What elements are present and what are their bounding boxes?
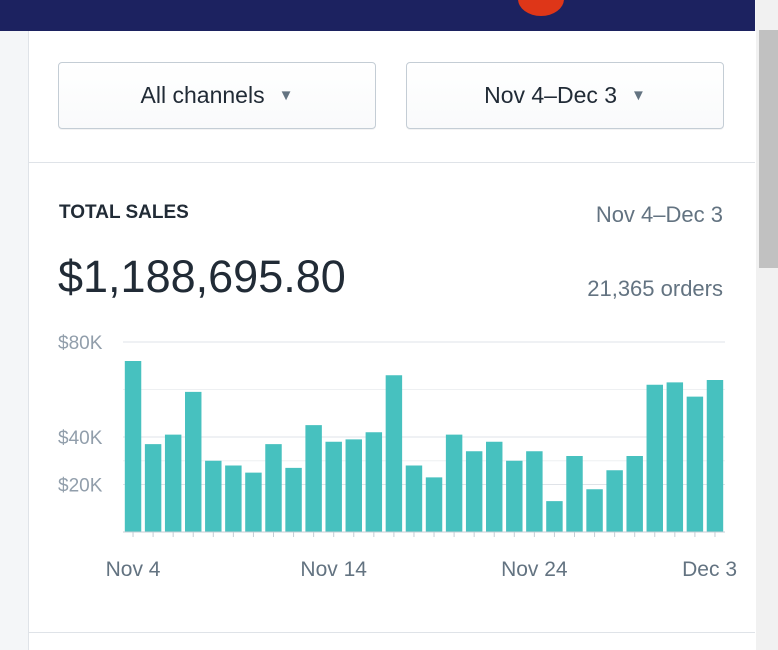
chart-bar xyxy=(365,432,383,532)
chart-bar xyxy=(425,477,443,532)
chart-bar xyxy=(706,380,724,532)
total-sales-range: Nov 4–Dec 3 xyxy=(595,202,723,227)
y-tick-label: $80K xyxy=(58,333,103,354)
chart-bar xyxy=(626,456,643,532)
top-bar xyxy=(0,0,755,31)
section-divider xyxy=(29,162,755,163)
chart-bar xyxy=(245,472,262,532)
chart-bar xyxy=(526,451,543,532)
x-tick-label: Nov 24 xyxy=(501,558,568,581)
date-range-dropdown[interactable]: Nov 4–Dec 3 ▼ xyxy=(406,62,724,129)
total-sales-heading: TOTAL SALES xyxy=(59,202,189,223)
chart-bar xyxy=(465,451,483,532)
chart-bar xyxy=(124,361,142,532)
scrollbar-thumb[interactable] xyxy=(759,30,778,268)
chart-bar xyxy=(405,465,423,532)
channel-filter-label: All channels xyxy=(140,82,265,108)
chart-bar xyxy=(666,382,684,532)
chart-bar xyxy=(265,444,282,532)
x-tick-label: Nov 14 xyxy=(300,558,367,581)
date-range-label: Nov 4–Dec 3 xyxy=(484,82,618,108)
total-sales-amount: $1,188,695.80 xyxy=(58,251,346,302)
chart-bar xyxy=(546,501,563,532)
y-tick-label: $20K xyxy=(58,476,103,497)
x-tick-label: Dec 3 xyxy=(682,558,737,581)
chart-bar xyxy=(225,465,242,532)
chart-bar xyxy=(345,439,362,532)
chart-bar xyxy=(285,467,302,532)
chart-bar xyxy=(506,460,523,532)
y-tick-label: $40K xyxy=(58,428,103,449)
chart-bar xyxy=(385,375,403,532)
chart-bar xyxy=(185,391,202,532)
caret-down-icon: ▼ xyxy=(631,87,646,104)
chart-bar xyxy=(606,470,623,532)
left-margin xyxy=(0,31,28,650)
chart-bar xyxy=(486,441,503,532)
caret-down-icon: ▼ xyxy=(278,87,294,104)
chart-bar xyxy=(586,489,603,532)
dashboard-card xyxy=(28,31,756,650)
chart-bar xyxy=(205,460,222,532)
total-orders-count: 21,365 orders xyxy=(587,276,723,301)
chart-bar xyxy=(325,441,342,532)
chart-bar xyxy=(445,434,463,532)
chart-bar xyxy=(164,434,182,532)
chart-bar xyxy=(305,425,322,532)
chart-bar xyxy=(566,456,583,532)
chart-bar xyxy=(686,396,704,532)
section-divider-bottom xyxy=(29,632,755,633)
chart-bar xyxy=(144,444,162,532)
total-sales-chart: $20K $40K $80K Nov 4 Nov 14 Nov 24 Dec 3 xyxy=(58,333,737,581)
notification-badge[interactable] xyxy=(518,0,564,16)
chart-bar xyxy=(646,384,663,532)
x-tick-label: Nov 4 xyxy=(106,558,161,581)
channel-filter-dropdown[interactable]: All channels ▼ xyxy=(58,62,376,129)
